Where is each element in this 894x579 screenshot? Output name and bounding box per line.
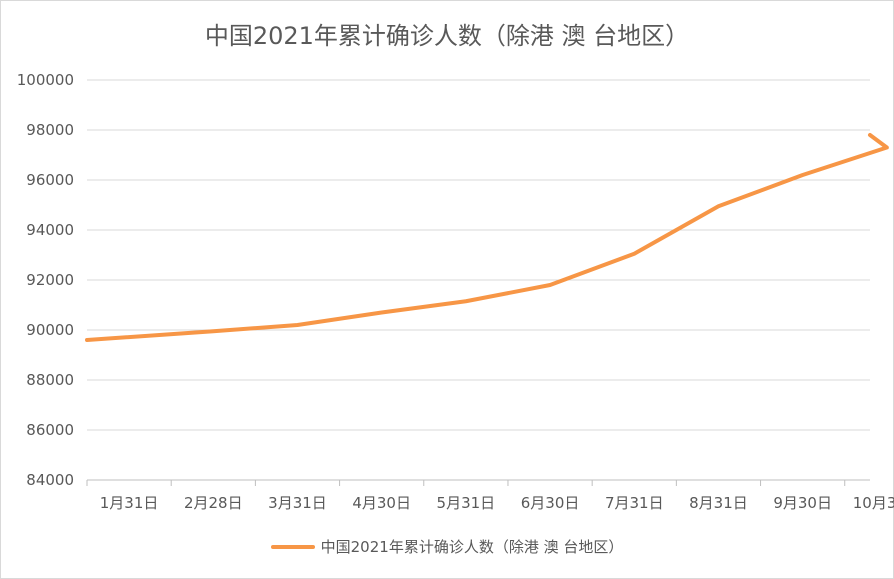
x-tick-label-10: 10月31日	[853, 494, 894, 512]
y-tick-label-84000: 84000	[26, 471, 74, 489]
x-tick-label-6: 6月30日	[521, 494, 580, 512]
series-line	[85, 133, 889, 342]
x-tick-label-8: 8月31日	[689, 494, 748, 512]
x-axis: 1月31日 2月28日 3月31日 4月30日 5月31日 6月30日 7月31日 8月31日…	[86, 479, 894, 512]
x-tick-label-9: 9月30日	[773, 494, 832, 512]
x-tick-label-5: 5月31日	[437, 494, 496, 512]
y-tick-label-96000: 96000	[26, 171, 74, 189]
x-tick-label-3: 3月31日	[268, 494, 327, 512]
series-layer	[85, 133, 889, 342]
y-tick-label-92000: 92000	[26, 271, 74, 289]
chart-title: 中国2021年累计确诊人数（除港 澳 台地区）	[204, 22, 690, 50]
x-tick-label-1: 1月31日	[100, 494, 159, 512]
x-tick-label-7: 7月31日	[605, 494, 664, 512]
gridlines	[87, 79, 870, 431]
y-tick-label-86000: 86000	[26, 421, 74, 439]
legend: 中国2021年累计确诊人数（除港 澳 台地区）	[0, 536, 894, 557]
y-tick-label-100000: 100000	[17, 71, 74, 89]
y-tick-label-90000: 90000	[26, 321, 74, 339]
x-tick-label-4: 4月30日	[352, 494, 411, 512]
y-tick-label-94000: 94000	[26, 221, 74, 239]
y-tick-label-98000: 98000	[26, 121, 74, 139]
legend-label: 中国2021年累计确诊人数（除港 澳 台地区）	[320, 538, 624, 556]
y-tick-label-88000: 88000	[26, 371, 74, 389]
legend-swatch	[270, 544, 315, 549]
x-tick-label-2: 2月28日	[184, 494, 243, 512]
y-axis-ticks: 84000 86000 88000 90000 92000 94000 96000 98000…	[17, 71, 74, 489]
